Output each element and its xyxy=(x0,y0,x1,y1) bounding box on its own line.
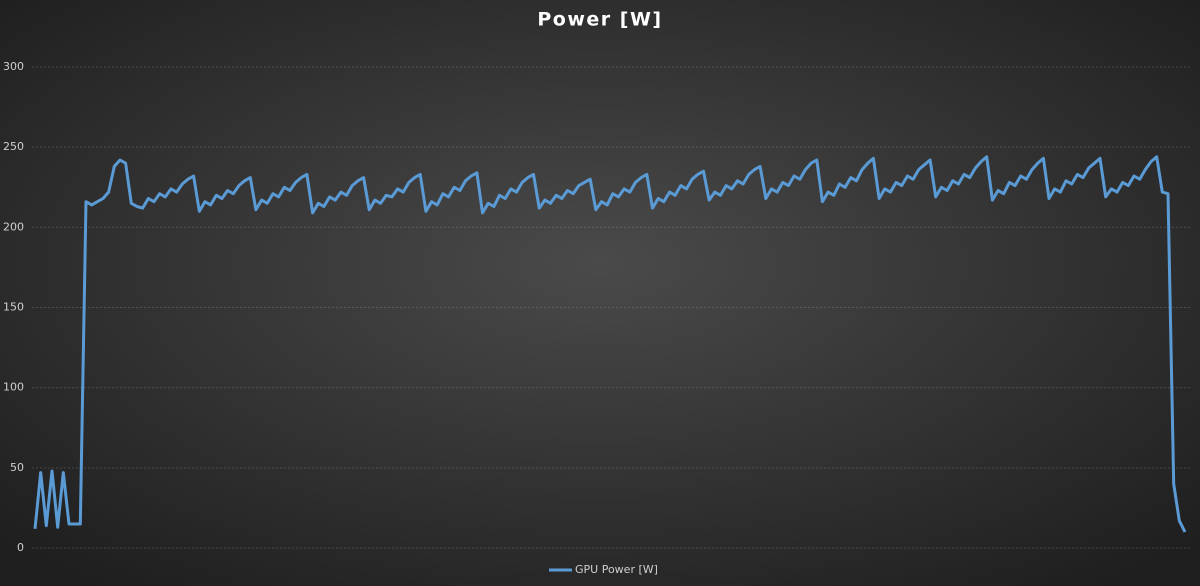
y-tick-label: 50 xyxy=(10,461,24,474)
chart-title: Power [W] xyxy=(537,9,662,31)
y-tick-label: 0 xyxy=(17,541,24,554)
legend-label: GPU Power [W] xyxy=(575,563,658,576)
y-tick-label: 150 xyxy=(3,301,24,314)
y-tick-label: 300 xyxy=(3,60,24,73)
y-tick-label: 200 xyxy=(3,220,24,233)
y-tick-label: 100 xyxy=(3,381,24,394)
y-tick-label: 250 xyxy=(3,140,24,153)
data-line xyxy=(33,155,1187,533)
